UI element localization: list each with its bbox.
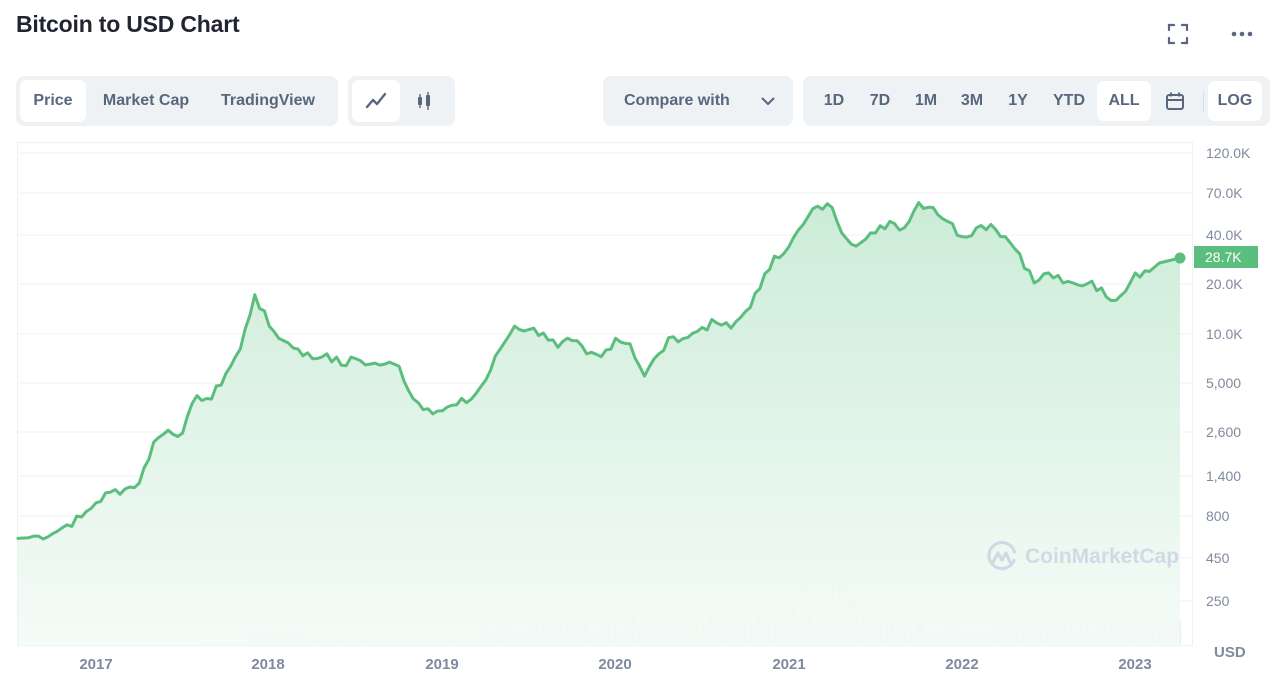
- coinmarketcap-logo-icon: [987, 540, 1017, 571]
- coinmarketcap-watermark: CoinMarketCap: [985, 540, 1179, 574]
- tab-market-cap[interactable]: Market Cap: [102, 92, 190, 109]
- candlestick-icon: [418, 92, 430, 110]
- time-range-selector: 1D 7D 1M 3M 1Y YTD ALL LOG: [803, 76, 1270, 126]
- line-chart-icon: [365, 92, 387, 109]
- range-1y-button[interactable]: 1Y: [1008, 92, 1028, 109]
- y-tick: 5,000: [1206, 375, 1242, 391]
- candlestick-chart-button[interactable]: [400, 80, 448, 122]
- x-tick: 2017: [79, 656, 113, 673]
- more-horizontal-icon: [1231, 31, 1253, 37]
- y-tick: 20.0K: [1206, 276, 1243, 292]
- x-tick: 2022: [945, 656, 979, 673]
- y-tick: 2,600: [1206, 424, 1242, 440]
- log-scale-toggle[interactable]: LOG: [1208, 81, 1262, 121]
- page-title: Bitcoin to USD Chart: [16, 11, 240, 37]
- x-tick: 2018: [251, 656, 285, 673]
- calendar-icon: [1166, 92, 1184, 110]
- date-range-button[interactable]: [1151, 81, 1199, 121]
- y-tick: 250: [1206, 593, 1230, 609]
- y-axis-unit: USD: [1214, 644, 1246, 661]
- range-ytd-button[interactable]: YTD: [1053, 92, 1085, 109]
- range-7d-button[interactable]: 7D: [869, 92, 891, 109]
- x-tick: 2023: [1118, 656, 1152, 673]
- watermark-text: CoinMarketCap: [1025, 545, 1180, 568]
- x-tick: 2020: [598, 656, 632, 673]
- y-axis: 120.0K 70.0K 40.0K 20.0K 10.0K 5,000 2,6…: [1206, 0, 1280, 680]
- range-1m-button[interactable]: 1M: [914, 92, 938, 109]
- compare-with-dropdown[interactable]: Compare with: [603, 76, 793, 126]
- y-tick: 1,400: [1206, 468, 1242, 484]
- more-options-button[interactable]: [1226, 18, 1258, 50]
- y-tick: 800: [1206, 508, 1230, 524]
- range-3m-button[interactable]: 3M: [960, 92, 984, 109]
- line-chart-button[interactable]: [352, 80, 400, 122]
- x-tick: 2021: [772, 656, 806, 673]
- tab-tradingview[interactable]: TradingView: [221, 92, 315, 109]
- tab-price[interactable]: Price: [20, 80, 86, 122]
- x-tick: 2019: [425, 656, 459, 673]
- fullscreen-button[interactable]: [1162, 18, 1194, 50]
- range-1d-button[interactable]: 1D: [823, 92, 845, 109]
- chart-kind-toggle: [348, 76, 455, 126]
- y-tick: 120.0K: [1206, 145, 1251, 161]
- y-tick: 70.0K: [1206, 185, 1243, 201]
- y-tick: 40.0K: [1206, 227, 1243, 243]
- fullscreen-icon: [1167, 23, 1189, 45]
- y-tick: 10.0K: [1206, 326, 1243, 342]
- compare-with-label: Compare with: [624, 92, 730, 109]
- divider: [1203, 91, 1204, 111]
- chart-type-tabs: Price Market Cap TradingView: [16, 76, 338, 126]
- range-all-button[interactable]: ALL: [1097, 81, 1151, 121]
- current-price-tag: 28.7K: [1194, 246, 1258, 268]
- chevron-down-icon: [761, 97, 775, 105]
- y-tick: 450: [1206, 550, 1230, 566]
